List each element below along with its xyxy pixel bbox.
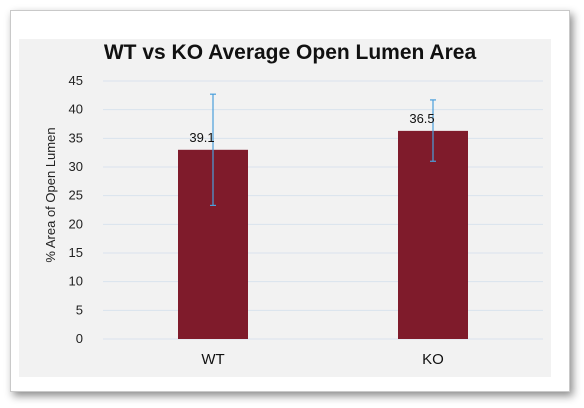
y-axis-label: % Area of Open Lumen bbox=[43, 127, 58, 262]
y-tick-label: 40 bbox=[69, 102, 83, 117]
bar-chart: WT vs KO Average Open Lumen Area 0 5 10 15 2… bbox=[19, 39, 551, 377]
y-tick-label: 20 bbox=[69, 216, 83, 231]
bars bbox=[178, 130, 468, 339]
y-tick-label: 5 bbox=[76, 302, 83, 317]
x-category-label: KO bbox=[422, 351, 444, 368]
y-tick-label: 10 bbox=[69, 274, 83, 289]
y-tick-label: 30 bbox=[69, 159, 83, 174]
chart-frame: WT vs KO Average Open Lumen Area 0 5 10 15 2… bbox=[10, 10, 570, 392]
x-category-label: WT bbox=[201, 351, 224, 368]
x-category-labels: WT KO bbox=[201, 351, 444, 368]
y-tick-label: 25 bbox=[69, 188, 83, 203]
y-tick-labels: 0 5 10 15 20 25 30 35 40 45 bbox=[69, 73, 83, 346]
bar-ko bbox=[398, 130, 468, 339]
error-bars bbox=[210, 93, 436, 207]
plot-background bbox=[19, 39, 551, 377]
y-tick-label: 0 bbox=[76, 331, 83, 346]
y-tick-label: 15 bbox=[69, 245, 83, 260]
data-label-ko: 36.5 bbox=[409, 111, 434, 126]
chart-title: WT vs KO Average Open Lumen Area bbox=[104, 41, 477, 64]
data-label-wt: 39.1 bbox=[189, 130, 214, 145]
gridlines bbox=[103, 80, 543, 340]
y-tick-label: 35 bbox=[69, 130, 83, 145]
data-labels: 39.1 36.5 bbox=[189, 111, 434, 145]
y-tick-label: 45 bbox=[69, 73, 83, 88]
